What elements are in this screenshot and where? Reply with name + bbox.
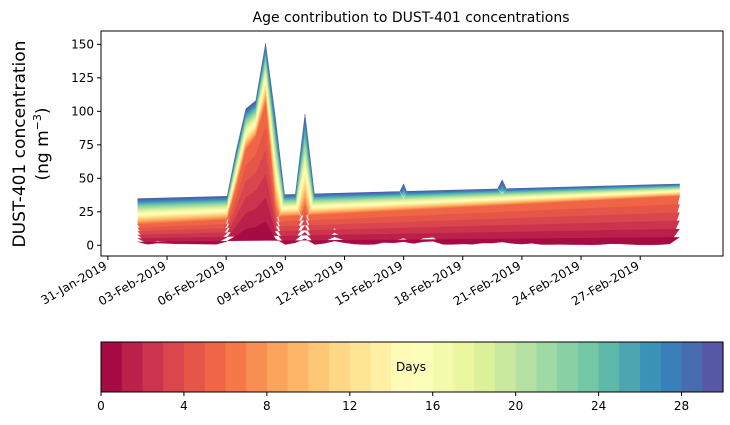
y-tick-label: 0 <box>86 238 94 252</box>
colorbar-segment <box>266 342 289 392</box>
plot-area <box>137 43 680 246</box>
colorbar-segment <box>308 342 330 392</box>
colorbar-segment <box>681 342 703 392</box>
colorbar-ticks: 0 4 8 12 16 20 24 28 <box>97 392 689 413</box>
colorbar-segment <box>246 342 268 392</box>
colorbar-segment <box>474 342 496 392</box>
colorbar-tick-label: 4 <box>180 399 188 413</box>
y-tick-label: 125 <box>71 71 94 85</box>
colorbar-tick-label: 28 <box>674 399 689 413</box>
colorbar-segment <box>101 342 123 392</box>
colorbar-segment <box>494 342 517 392</box>
x-axis-ticks: 31-Jan-201903-Feb-201906-Feb-201909-Feb-… <box>39 256 642 308</box>
colorbar-segment <box>163 342 185 392</box>
age-band-day-0 <box>137 221 680 246</box>
colorbar-segment <box>225 342 247 392</box>
colorbar-segment <box>142 342 164 392</box>
colorbar-segment <box>391 342 413 392</box>
y-tick-label: 150 <box>71 37 94 51</box>
colorbar-tick-label: 8 <box>263 399 271 413</box>
colorbar-segment <box>619 342 641 392</box>
colorbar-segment <box>432 342 455 392</box>
colorbar-segment <box>287 342 309 392</box>
colorbar-tick-label: 24 <box>591 399 606 413</box>
colorbar-segment <box>370 342 392 392</box>
colorbar <box>101 342 724 392</box>
colorbar-segment <box>577 342 600 392</box>
plot-frame <box>100 30 724 257</box>
x-tick-label: 27-Feb-2019 <box>569 258 642 308</box>
colorbar-tick-label: 20 <box>508 399 523 413</box>
chart-title: Age contribution to DUST-401 concentrati… <box>253 10 570 26</box>
colorbar-segment <box>121 342 144 392</box>
colorbar-segment <box>536 342 558 392</box>
y-tick-label: 50 <box>79 171 94 185</box>
y-tick-label: 75 <box>79 138 94 152</box>
colorbar-label: Days <box>396 360 426 374</box>
colorbar-tick-label: 0 <box>97 399 105 413</box>
colorbar-tick-label: 12 <box>342 399 357 413</box>
y-axis-label-line1: DUST-401 concentration <box>10 41 30 248</box>
y-axis-label-superscript: −3 <box>31 114 44 130</box>
y-axis-label-close: ) <box>33 107 53 114</box>
colorbar-frame <box>100 341 724 393</box>
colorbar-segment <box>702 342 724 392</box>
colorbar-segment <box>183 342 206 392</box>
colorbar-segment <box>515 342 537 392</box>
colorbar-segment <box>329 342 351 392</box>
colorbar-segment <box>453 342 475 392</box>
y-axis-label-units: (ng m−3) <box>31 107 53 180</box>
y-tick-label: 100 <box>71 104 94 118</box>
y-axis-label: DUST-401 concentration <box>10 41 30 248</box>
colorbar-tick-label: 16 <box>425 399 440 413</box>
colorbar-segment <box>557 342 579 392</box>
y-axis-label-line2: (ng m <box>33 130 53 180</box>
colorbar-segment <box>598 342 620 392</box>
colorbar-segment <box>412 342 434 392</box>
y-axis-ticks: 0 25 50 75 100 125 150 <box>71 37 101 252</box>
y-tick-label: 25 <box>79 205 94 219</box>
colorbar-segment <box>660 342 683 392</box>
colorbar-segment <box>204 342 226 392</box>
colorbar-segment <box>349 342 372 392</box>
colorbar-segment <box>640 342 662 392</box>
